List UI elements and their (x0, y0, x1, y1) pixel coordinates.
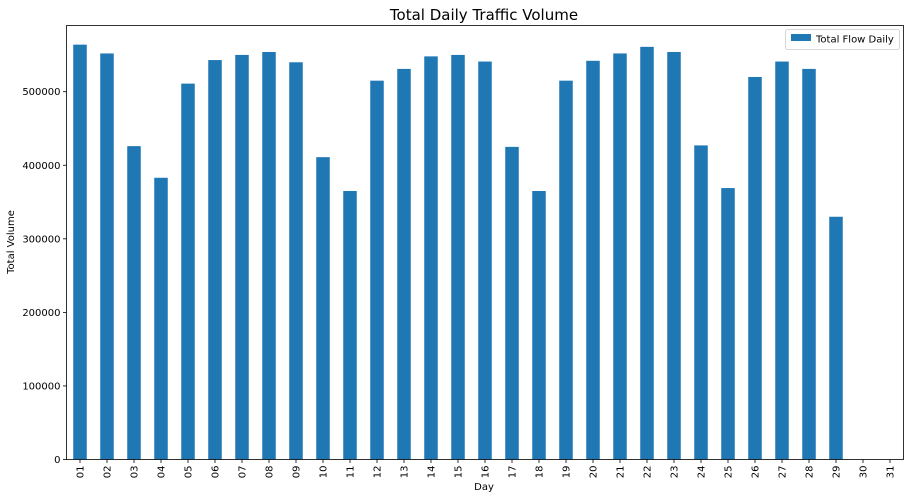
legend-box (785, 29, 900, 50)
bar (532, 191, 546, 460)
x-tick-label: 27 (778, 466, 789, 479)
y-axis-label: Total Volume (6, 210, 17, 275)
x-tick-label: 20 (589, 466, 600, 479)
x-tick-label: 14 (427, 466, 438, 479)
y-tick-label: 300000 (22, 234, 60, 245)
bar (181, 83, 195, 460)
x-tick-label: 25 (724, 466, 735, 479)
bar (721, 188, 735, 460)
x-tick-label: 13 (400, 466, 411, 479)
bar (613, 53, 627, 460)
x-tick-label: 23 (670, 466, 681, 479)
x-tick-label: 21 (616, 466, 627, 479)
x-tick-label: 22 (643, 466, 654, 479)
bar (640, 46, 654, 460)
bar (451, 54, 465, 460)
y-tick-label: 500000 (22, 87, 60, 98)
x-tick-label: 18 (535, 466, 546, 479)
bar (397, 68, 411, 460)
x-tick-label: 19 (562, 466, 573, 479)
bar (343, 191, 357, 460)
chart-title: Total Daily Traffic Volume (389, 6, 578, 24)
bar (262, 51, 276, 460)
x-axis-ticks: 01 02 03 04 05 06 07 08 09 10 11 12 13 14 15 16 17 18 19 20… (76, 459, 897, 479)
bar (775, 61, 789, 460)
x-tick-label: 01 (76, 466, 87, 479)
bar (478, 61, 492, 460)
bar (316, 157, 330, 460)
x-tick-label: 05 (184, 466, 195, 479)
bar (100, 53, 114, 460)
bar (424, 56, 438, 460)
bar (370, 80, 384, 460)
bars-group (73, 44, 843, 460)
x-tick-label: 03 (130, 466, 141, 479)
y-axis-ticks: 0 100000 200000 300000 400000 500000 (22, 87, 67, 466)
x-tick-label: 09 (292, 466, 303, 479)
bar (127, 146, 141, 460)
bar (154, 177, 168, 460)
x-tick-label: 06 (211, 466, 222, 479)
y-tick-label: 100000 (22, 381, 60, 392)
x-tick-label: 15 (454, 466, 465, 479)
bar (667, 51, 681, 460)
legend-label: Total Flow Daily (815, 35, 894, 46)
legend-swatch (791, 34, 811, 41)
x-tick-label: 24 (697, 466, 708, 479)
bar (289, 62, 303, 460)
bar (694, 145, 708, 460)
bar (829, 216, 843, 460)
x-tick-label: 28 (805, 466, 816, 479)
x-tick-label: 26 (751, 466, 762, 479)
x-tick-label: 04 (157, 466, 168, 479)
bar (73, 44, 87, 460)
x-tick-label: 10 (319, 466, 330, 479)
bar (505, 146, 519, 460)
x-tick-label: 11 (346, 466, 357, 479)
y-tick-label: 400000 (22, 161, 60, 172)
x-tick-label: 08 (265, 466, 276, 479)
bar (559, 80, 573, 460)
bar (802, 68, 816, 460)
x-tick-label: 07 (238, 466, 249, 479)
x-tick-label: 29 (832, 466, 843, 479)
y-tick-label: 200000 (22, 308, 60, 319)
bar (235, 54, 249, 460)
x-tick-label: 31 (886, 466, 897, 479)
x-tick-label: 30 (859, 466, 870, 479)
bar (748, 76, 762, 460)
bar (208, 60, 222, 460)
x-tick-label: 16 (481, 466, 492, 479)
x-tick-label: 12 (373, 466, 384, 479)
bar (586, 60, 600, 460)
x-axis-label: Day (474, 482, 494, 493)
y-tick-label: 0 (54, 455, 60, 466)
x-tick-label: 02 (103, 466, 114, 479)
x-tick-label: 17 (508, 466, 519, 479)
plot-frame (66, 25, 904, 460)
legend: Total Flow Daily (785, 29, 900, 50)
